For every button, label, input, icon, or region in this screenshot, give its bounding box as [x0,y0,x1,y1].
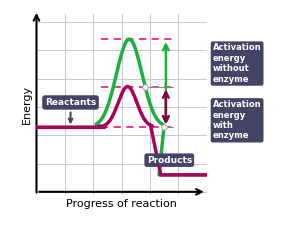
X-axis label: Progress of reaction: Progress of reaction [66,199,177,209]
Text: Activation
energy
without
enzyme: Activation energy without enzyme [213,43,261,84]
Y-axis label: Energy: Energy [22,85,32,124]
Text: Reactants: Reactants [45,98,96,122]
Text: Products: Products [147,156,192,165]
Text: Activation
energy
with
enzyme: Activation energy with enzyme [213,100,261,141]
